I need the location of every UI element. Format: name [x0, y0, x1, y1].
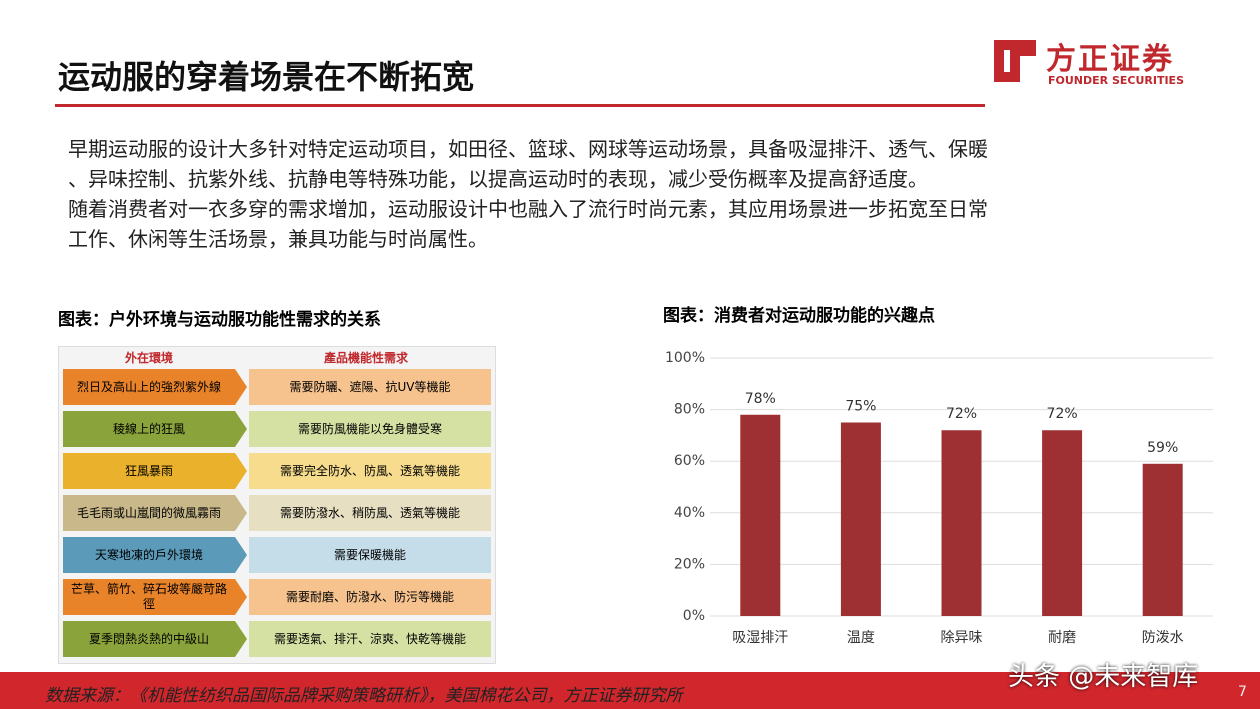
table-env: 夏季悶熱炎熱的中級山: [63, 621, 235, 657]
table-need: 需要保暖機能: [249, 537, 491, 573]
table-need: 需要防曬、遮陽、抗UV等機能: [249, 369, 491, 405]
bar: [941, 430, 982, 616]
bar: [840, 422, 881, 616]
footer-band: [0, 672, 1260, 709]
left-figure-title: 图表：户外环境与运动服功能性需求的关系: [58, 310, 381, 330]
table-arrow: [235, 411, 247, 447]
x-tick-label: 吸湿排汗: [732, 630, 788, 646]
function-table: 外在環境 產品機能性需求烈日及高山上的強烈紫外線 需要防曬、遮陽、抗UV等機能 稜線上…: [58, 346, 496, 664]
value-label: 59%: [1147, 440, 1178, 456]
y-tick-label: 0%: [683, 608, 705, 624]
y-tick-label: 40%: [674, 505, 705, 521]
y-tick-label: 60%: [674, 453, 705, 469]
body-line: 、异味控制、抗紫外线、抗静电等特殊功能，以提高运动时的表现，减少受伤概率及提高舒…: [68, 167, 928, 191]
logo-mark: [994, 40, 1036, 82]
table-need: 需要完全防水、防風、透氣等機能: [249, 453, 491, 489]
table-arrow: [235, 369, 247, 405]
table-arrow: [235, 537, 247, 573]
table-arrow: [235, 453, 247, 489]
title-rule: [55, 104, 985, 107]
body-line: 工作、休闲等生活场景，兼具功能与时尚属性。: [68, 227, 488, 251]
y-tick-label: 80%: [674, 402, 705, 418]
value-label: 72%: [1047, 406, 1078, 422]
bar: [1142, 463, 1183, 616]
y-tick-label: 20%: [674, 556, 705, 572]
bar: [1042, 430, 1083, 616]
table-header: 產品機能性需求: [323, 350, 408, 365]
body-line: 随着消费者对一衣多穿的需求增加，运动服设计中也融入了流行时尚元素，其应用场景进一…: [68, 197, 988, 221]
page-number: 7: [1238, 684, 1247, 700]
bar: [740, 414, 781, 616]
table-need: 需要透氣、排汗、涼爽、快乾等機能: [249, 621, 491, 657]
value-label: 78%: [745, 391, 776, 407]
table-env: 毛毛雨或山嵐間的微風霧雨: [63, 495, 235, 531]
chart-title: 图表：消费者对运动服功能的兴趣点: [663, 305, 935, 326]
value-label: 72%: [946, 406, 977, 422]
x-tick-label: 防泼水: [1142, 630, 1184, 646]
watermark: 头条 @未来智库: [1008, 662, 1199, 692]
x-tick-label: 除异味: [941, 630, 983, 646]
source-note: 数据来源：《机能性纺织品国际品牌采购策略研析》，美国棉花公司，方正证券研究所: [45, 686, 683, 706]
table-arrow: [235, 621, 247, 657]
table-env: 稜線上的狂風: [63, 411, 235, 447]
logo-en: FOUNDER SECURITIES: [1048, 74, 1184, 87]
table-need: 需要耐磨、防潑水、防污等機能: [249, 579, 491, 615]
table-header: 外在環境: [124, 350, 173, 365]
value-label: 75%: [845, 399, 876, 415]
logo-cn: 方正证券: [1046, 42, 1174, 77]
body-line: 早期运动服的设计大多针对特定运动项目，如田径、篮球、网球等运动场景，具备吸湿排汗…: [68, 137, 988, 161]
table-need: 需要防風機能以免身體受寒: [249, 411, 491, 447]
x-tick-label: 温度: [847, 630, 875, 646]
table-arrow: [235, 579, 247, 615]
table-need: 需要防潑水、稍防風、透氣等機能: [249, 495, 491, 531]
y-tick-label: 100%: [665, 350, 705, 366]
table-env: 天寒地凍的戶外環境: [63, 537, 235, 573]
page-title: 运动服的穿着场景在不断拓宽: [58, 58, 475, 96]
table-env: 芒草、箭竹、碎石坡等嚴苛路徑: [63, 579, 235, 615]
table-arrow: [235, 495, 247, 531]
chart: 图表：消费者对运动服功能的兴趣点 0% 20% 40% 60% 80% 100% 78% 吸湿…: [663, 305, 1213, 646]
table-env: 烈日及高山上的強烈紫外線: [63, 369, 235, 405]
table-env: 狂風暴雨: [63, 453, 235, 489]
x-tick-label: 耐磨: [1048, 630, 1076, 646]
